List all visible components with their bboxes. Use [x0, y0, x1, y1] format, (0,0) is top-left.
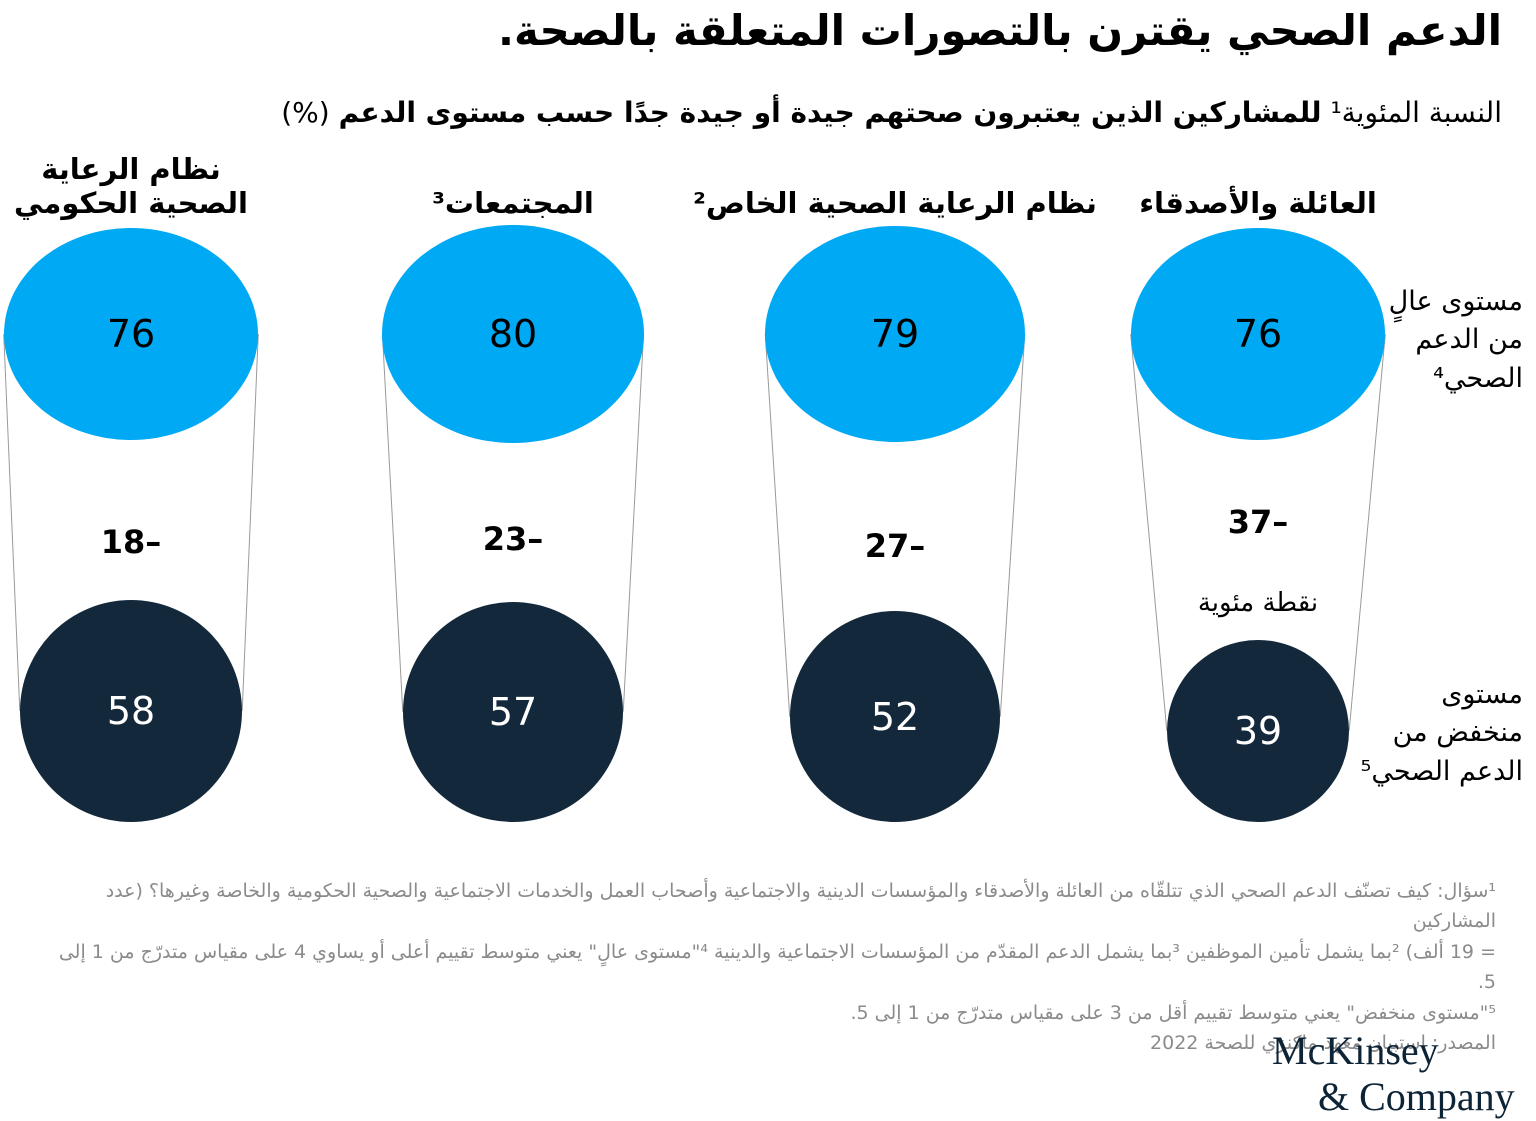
difference-value: 27– — [864, 527, 926, 565]
difference-label: 27– — [785, 527, 1005, 565]
mckinsey-logo: McKinsey & Company — [1272, 1028, 1515, 1120]
logo-line-1: McKinsey — [1272, 1028, 1439, 1073]
difference-value: 23– — [482, 520, 544, 558]
connector-line — [3, 333, 21, 711]
low-value-circle: 39 — [1166, 639, 1350, 822]
connector-line — [1348, 333, 1386, 731]
connector-line — [241, 333, 259, 711]
difference-unit-label: نقطة مئوية — [1197, 588, 1319, 618]
low-value-circle: 57 — [402, 601, 624, 822]
high-value-circle: 76 — [3, 227, 259, 441]
source-line: المصدر: استبيان معهد ماكنزي للصحة 2022 — [1150, 1031, 1496, 1054]
difference-value: 18– — [100, 523, 162, 561]
high-value-circle: 80 — [382, 224, 644, 444]
chart-subtitle: النسبة المئوية¹ للمشاركين الذين يعتبرون … — [34, 96, 1502, 129]
connector-line — [999, 333, 1026, 717]
high-value-circle: 79 — [765, 225, 1025, 443]
chart-title: الدعم الصحي يقترن بالتصورات المتعلقة بال… — [498, 6, 1502, 55]
low-value-circle: 52 — [789, 611, 1001, 822]
high-value-circle: 76 — [1130, 227, 1386, 441]
legend-high-support: مستوى عالٍ من الدعم الصحي⁴ — [1388, 286, 1523, 394]
connector-line — [1130, 333, 1168, 731]
category-label: العائلة والأصدقاء — [1139, 185, 1377, 220]
difference-label: 37– — [1148, 503, 1368, 541]
low-value-circle: 58 — [19, 599, 243, 822]
subtitle-description: للمشاركين الذين يعتبرون صحتهم جيدة أو جي… — [338, 96, 1322, 129]
category-label: نظام الرعاية الصحية الخاص² — [693, 185, 1097, 220]
connector-line — [381, 333, 404, 712]
difference-label: 18– — [21, 523, 241, 561]
subtitle-unit: (%) — [281, 96, 330, 129]
category-label: نظام الرعاية الصحية الحكومي — [14, 151, 248, 220]
legend-low-support: مستوى منخفض من الدعم الصحي⁵ — [1360, 679, 1523, 787]
footnote-2: = 19 ألف) ²بما يشمل تأمين الموظفين ³بما … — [58, 940, 1496, 994]
subtitle-measure: النسبة المئوية¹ — [1330, 96, 1502, 129]
difference-value: 37– — [1227, 503, 1289, 541]
connector-line — [622, 333, 645, 712]
connector-line — [764, 333, 791, 717]
logo-line-2: & Company — [1318, 1074, 1515, 1119]
difference-label: 23– — [403, 520, 623, 558]
footnote-1: ¹سؤال: كيف تصنّف الدعم الصحي الذي تتلقّا… — [105, 880, 1496, 933]
category-label: المجتمعات³ — [432, 185, 594, 220]
footnotes: ¹سؤال: كيف تصنّف الدعم الصحي الذي تتلقّا… — [36, 876, 1496, 1058]
footnote-3: ⁵"مستوى منخفض" يعني متوسط تقييم أقل من 3… — [850, 1001, 1496, 1024]
